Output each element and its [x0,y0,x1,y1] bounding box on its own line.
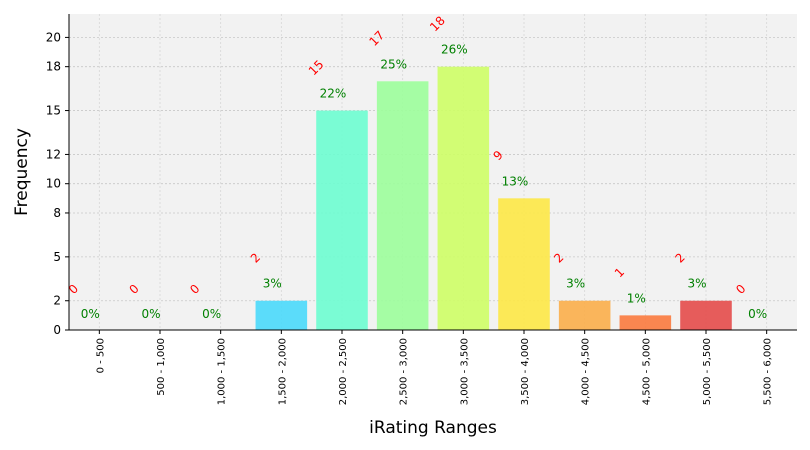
bar-3-500-4-000 [498,198,550,330]
x-tick-label: 2,000 - 2,500 [338,338,349,405]
x-tick-label: 3,000 - 3,500 [459,338,470,405]
y-tick-label: 5 [53,250,61,264]
percent-label: 0% [141,307,160,321]
x-tick-label: 2,500 - 3,000 [399,338,410,405]
percent-label: 3% [263,277,282,291]
x-tick-label: 1,500 - 2,000 [277,338,288,405]
percent-label: 1% [627,291,646,305]
percent-label: 26% [441,43,468,57]
y-tick-label: 12 [46,147,61,161]
bar-1-500-2-000 [255,300,308,330]
y-tick-label: 2 [53,294,61,308]
bar-2-000-2-500 [316,110,368,330]
y-tick-label: 8 [53,206,61,220]
x-tick-label: 0 - 500 [95,338,106,373]
x-tick-label: 1,000 - 1,500 [217,338,228,405]
percent-label: 0% [81,307,100,321]
y-tick-label: 15 [46,104,61,118]
bar-2-500-3-000 [376,81,429,330]
percent-label: 13% [502,174,529,188]
percent-label: 3% [566,277,585,291]
x-tick-label: 5,000 - 5,500 [702,338,713,405]
percent-label: 3% [687,277,706,291]
percent-label: 0% [748,307,767,321]
y-tick-label: 10 [46,177,61,191]
percent-label: 25% [380,57,407,71]
x-tick-label: 4,000 - 4,500 [581,338,592,405]
bar-3-000-3-500 [437,66,490,331]
y-tick-label: 0 [53,323,61,337]
percent-label: 22% [320,87,347,101]
bar-4-000-4-500 [558,300,611,330]
percent-label: 0% [202,307,221,321]
y-tick-label: 18 [46,60,61,74]
bars [255,66,732,331]
bar-5-000-5-500 [680,300,732,330]
x-tick-label: 4,500 - 5,000 [641,338,652,405]
axes: 0 2 5 8 10 12 15 18 20 0 - 500 500 - 1,000 1,000 - … [46,14,797,405]
x-axis-title: iRating Ranges [369,418,497,438]
x-tick-label: 500 - 1,000 [156,338,167,396]
bar-4-500-5-000 [619,315,672,330]
x-tick-label: 3,500 - 4,000 [520,338,531,405]
y-tick-label: 20 [46,30,61,44]
y-axis-title: Frequency [12,128,32,216]
x-tick-label: 5,500 - 6,000 [763,338,774,405]
